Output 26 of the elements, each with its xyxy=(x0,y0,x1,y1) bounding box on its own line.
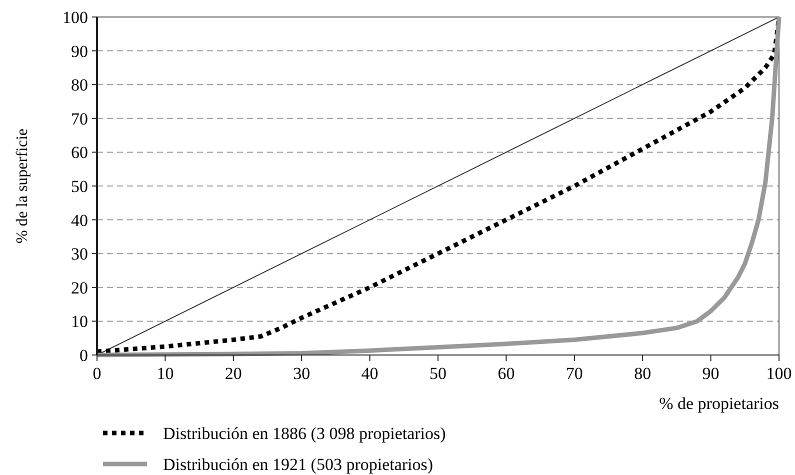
x-tick-label: 90 xyxy=(702,364,720,383)
x-tick-label: 40 xyxy=(361,364,378,383)
legend-label: Distribución en 1921 (503 propietarios) xyxy=(163,454,434,474)
y-tick-label: 80 xyxy=(71,76,88,95)
x-tick-label: 0 xyxy=(92,364,102,383)
y-tick-label: 0 xyxy=(80,346,88,365)
x-tick-label: 30 xyxy=(293,364,310,383)
y-tick-label: 50 xyxy=(71,176,88,196)
y-tick-label: 100 xyxy=(62,8,88,27)
x-tick-label: 50 xyxy=(430,364,446,383)
y-tick-label: 20 xyxy=(71,278,88,298)
x-tick-label: 20 xyxy=(224,364,242,383)
y-tick-label: 60 xyxy=(71,143,88,162)
x-tick-label: 10 xyxy=(156,364,174,383)
y-tick-label: 90 xyxy=(71,42,88,61)
x-tick-label: 100 xyxy=(766,364,792,383)
y-axis-title: % de la superficie xyxy=(14,128,31,244)
y-tick-label: 10 xyxy=(71,312,88,332)
legend-label: Distribución en 1886 (3 098 propietarios) xyxy=(163,424,446,443)
y-tick-label: 70 xyxy=(71,109,88,128)
x-tick-label: 60 xyxy=(498,364,515,383)
x-tick-label: 80 xyxy=(634,364,652,383)
x-axis-title: % de propietarios xyxy=(659,394,779,413)
y-tick-label: 40 xyxy=(71,210,88,230)
x-tick-label: 70 xyxy=(566,364,583,383)
y-tick-label: 30 xyxy=(71,244,88,264)
